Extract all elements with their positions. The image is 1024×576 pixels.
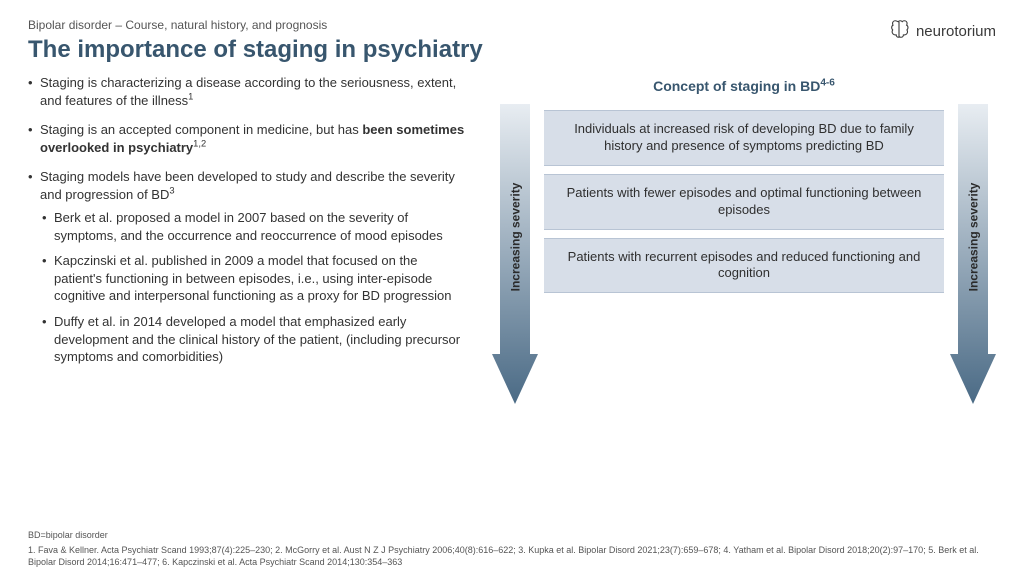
- arrow-right-label: Increasing severity: [966, 183, 980, 292]
- header-row: Bipolar disorder – Course, natural histo…: [28, 18, 996, 74]
- bullet-2-sup: 1,2: [193, 138, 206, 148]
- breadcrumb: Bipolar disorder – Course, natural histo…: [28, 18, 888, 32]
- bullet-3: Staging models have been developed to st…: [28, 168, 468, 365]
- brain-icon: [888, 18, 910, 44]
- arrow-left-label: Increasing severity: [508, 183, 522, 292]
- diagram-title-sup: 4-6: [820, 77, 835, 88]
- staging-diagram: Increasing severity Individuals at incre…: [492, 104, 996, 404]
- diagram-title: Concept of staging in BD4-6: [492, 78, 996, 94]
- bullet-3-text: Staging models have been developed to st…: [40, 169, 455, 202]
- sub-bullet-1: Berk et al. proposed a model in 2007 bas…: [40, 209, 468, 244]
- page-title: The importance of staging in psychiatry: [28, 36, 888, 64]
- logo-text: neurotorium: [916, 23, 996, 40]
- stage-column: Individuals at increased risk of develop…: [544, 104, 944, 404]
- sub-bullet-3: Duffy et al. in 2014 developed a model t…: [40, 313, 468, 366]
- footnote-area: BD=bipolar disorder 1. Fava & Kellner. A…: [28, 524, 996, 568]
- bullet-1-sup: 1: [188, 91, 193, 101]
- bullet-3-sup: 3: [169, 185, 174, 195]
- logo: neurotorium: [888, 18, 996, 44]
- stage-box-2: Patients with fewer episodes and optimal…: [544, 174, 944, 230]
- right-column: Concept of staging in BD4-6 Increasing s…: [492, 74, 996, 524]
- arrow-right: Increasing severity: [950, 104, 996, 404]
- header-left: Bipolar disorder – Course, natural histo…: [28, 18, 888, 74]
- bullet-1-text: Staging is characterizing a disease acco…: [40, 75, 456, 108]
- slide: Bipolar disorder – Course, natural histo…: [0, 0, 1024, 576]
- bullet-1: Staging is characterizing a disease acco…: [28, 74, 468, 109]
- diagram-title-text: Concept of staging in BD: [653, 78, 820, 94]
- arrow-left: Increasing severity: [492, 104, 538, 404]
- stage-box-3: Patients with recurrent episodes and red…: [544, 238, 944, 294]
- abbreviation: BD=bipolar disorder: [28, 530, 996, 540]
- bullet-2: Staging is an accepted component in medi…: [28, 121, 468, 156]
- stage-box-1: Individuals at increased risk of develop…: [544, 110, 944, 166]
- references: 1. Fava & Kellner. Acta Psychiatr Scand …: [28, 544, 996, 568]
- sub-bullet-2: Kapczinski et al. published in 2009 a mo…: [40, 252, 468, 305]
- bullet-2-pre: Staging is an accepted component in medi…: [40, 122, 362, 137]
- content: Staging is characterizing a disease acco…: [28, 74, 996, 524]
- left-column: Staging is characterizing a disease acco…: [28, 74, 468, 524]
